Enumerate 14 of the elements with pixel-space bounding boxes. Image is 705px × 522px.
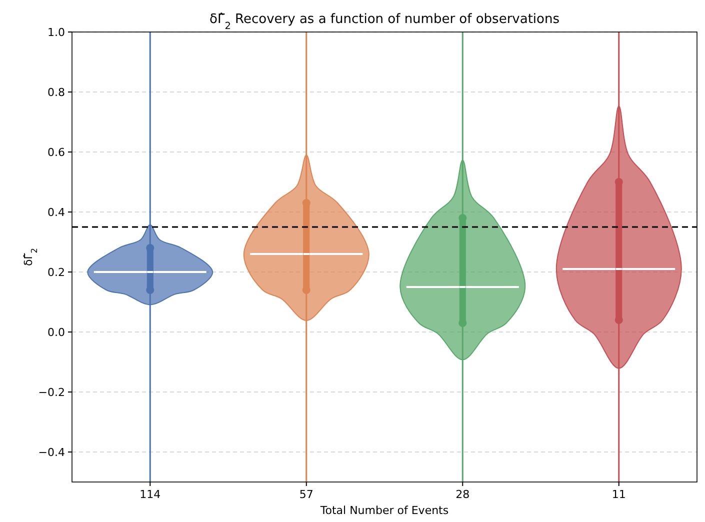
- x-axis-title: Total Number of Events: [319, 504, 449, 517]
- y-tick-label: 0.0: [48, 326, 65, 339]
- x-tick-label: 11: [612, 488, 626, 501]
- chart-title: δΓ̂$_{2}$ Recovery as a function of number of observations: [209, 12, 560, 32]
- y-tick-label: 0.8: [48, 86, 65, 99]
- x-tick-label: 114: [140, 488, 161, 501]
- y-tick-label: −0.2: [38, 386, 65, 399]
- y-tick-label: 0.2: [48, 266, 65, 279]
- x-tick-label: 57: [299, 488, 314, 501]
- x-tick-label: 28: [456, 488, 470, 501]
- y-tick-label: 1.0: [48, 26, 65, 39]
- y-tick-label: 0.4: [48, 206, 65, 219]
- y-tick-label: −0.4: [38, 446, 65, 459]
- y-tick-label: 0.6: [48, 146, 65, 159]
